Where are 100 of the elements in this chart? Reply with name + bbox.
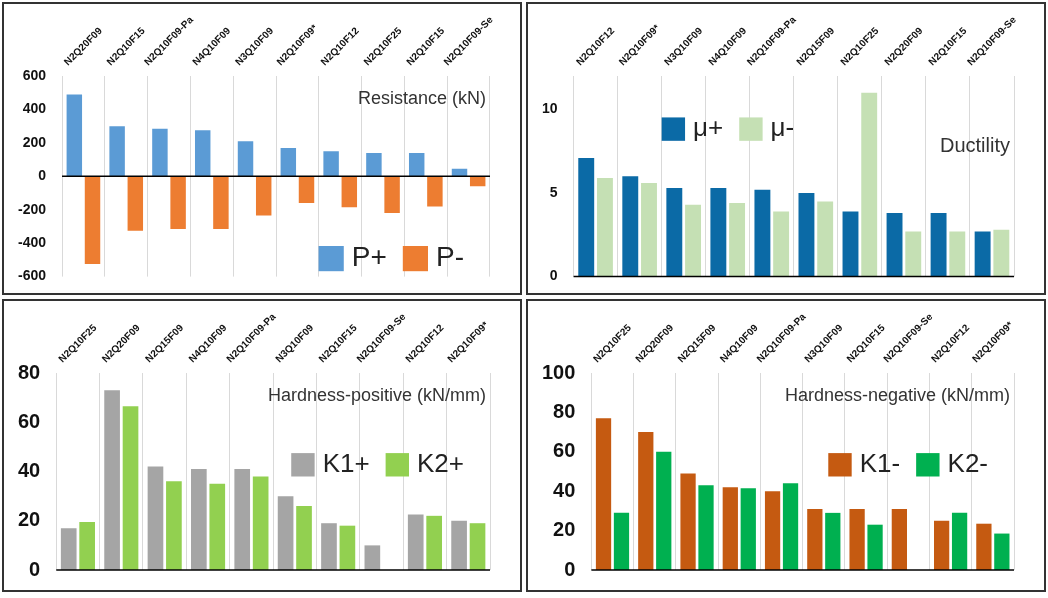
y-tick-label: 100: [541, 360, 576, 383]
bar: [641, 182, 657, 277]
bar: [886, 213, 903, 277]
bar: [622, 176, 639, 277]
y-tick-label: 0: [549, 267, 558, 284]
bar: [66, 94, 83, 177]
bar: [595, 418, 612, 570]
y-tick-label: 600: [22, 66, 47, 83]
bar: [842, 211, 859, 277]
bar: [237, 141, 254, 177]
bar: [849, 508, 865, 570]
y-tick-label: 5: [549, 183, 558, 200]
bar: [280, 147, 297, 177]
bar: [993, 229, 1010, 277]
bar: [817, 201, 834, 277]
bar: [213, 176, 229, 229]
bar: [122, 406, 139, 570]
bar: [861, 92, 878, 277]
bar: [384, 176, 400, 214]
bar: [933, 520, 950, 570]
bar: [666, 188, 683, 277]
bar: [170, 176, 186, 229]
bar: [578, 157, 595, 277]
bar: [597, 177, 613, 277]
text: Hardness-negative (kN/mm): [784, 384, 1010, 405]
bar: [974, 231, 991, 277]
bar: [807, 508, 823, 570]
bar: [680, 473, 696, 570]
y-tick-label: 60: [18, 409, 41, 432]
bar: [104, 390, 120, 570]
bar: [209, 483, 226, 570]
bar: [426, 515, 442, 570]
bar: [949, 231, 966, 277]
bar: [364, 545, 381, 570]
y-tick-label: -200: [17, 200, 47, 217]
text: Resistance (kN): [357, 87, 486, 108]
bar: [867, 524, 883, 570]
bar: [451, 168, 468, 177]
legend-label: P-: [436, 241, 464, 273]
bar: [366, 152, 382, 177]
legend-label: K2-: [947, 447, 989, 478]
y-tick-label: -600: [17, 267, 47, 284]
bar: [451, 520, 467, 570]
bar: [638, 432, 654, 570]
bar: [427, 176, 443, 207]
bar: [234, 469, 251, 570]
y-tick-label: 0: [564, 557, 576, 580]
y-tick-label: 40: [553, 478, 576, 501]
bar: [60, 528, 77, 570]
legend-label: μ+: [693, 112, 724, 143]
legend-label: K2+: [417, 447, 465, 478]
bar: [127, 176, 144, 231]
bar: [782, 483, 799, 570]
bar: [191, 469, 207, 570]
bar: [84, 176, 101, 265]
legend-label: K1-: [859, 447, 901, 478]
bar: [994, 533, 1010, 570]
bar: [147, 466, 164, 570]
y-tick-label: 80: [18, 360, 41, 383]
bar: [685, 204, 701, 277]
bar: [277, 496, 294, 570]
bar: [905, 231, 922, 277]
text: Hardness-positive (kN/mm): [267, 384, 486, 405]
y-tick-label: 40: [18, 459, 41, 482]
bar: [825, 512, 841, 570]
bar: [469, 523, 486, 570]
legend-label: K1+: [322, 447, 370, 478]
bar: [951, 512, 968, 570]
bar: [255, 176, 272, 216]
legend-label: P+: [351, 241, 387, 273]
bar: [152, 128, 168, 177]
y-tick-label: 200: [22, 133, 47, 150]
bar: [754, 189, 771, 277]
bar: [296, 505, 312, 570]
bar: [109, 126, 125, 177]
bar: [408, 152, 425, 177]
bar: [298, 176, 315, 204]
bar: [79, 521, 95, 570]
bar: [656, 451, 672, 570]
bar: [722, 487, 738, 570]
bar: [729, 203, 746, 277]
bar: [710, 188, 727, 277]
bar: [321, 523, 337, 570]
bar: [798, 193, 815, 277]
bar: [166, 481, 182, 570]
bar: [252, 476, 269, 570]
text: Ductility: [939, 133, 1010, 156]
bar: [194, 130, 211, 177]
y-tick-label: 0: [38, 167, 47, 184]
bar: [698, 485, 714, 570]
y-tick-label: 20: [553, 518, 576, 541]
legend-label: μ-: [770, 112, 795, 143]
bar: [339, 525, 356, 570]
y-tick-label: 0: [29, 557, 41, 580]
bar: [323, 151, 339, 177]
bar: [407, 514, 424, 570]
bar: [740, 488, 756, 570]
bar: [976, 523, 992, 570]
bar: [613, 512, 630, 570]
y-tick-label: 20: [18, 508, 41, 531]
